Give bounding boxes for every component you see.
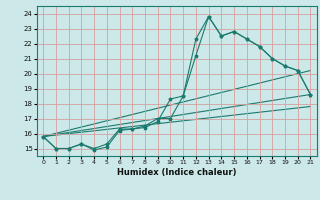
X-axis label: Humidex (Indice chaleur): Humidex (Indice chaleur) <box>117 168 236 177</box>
